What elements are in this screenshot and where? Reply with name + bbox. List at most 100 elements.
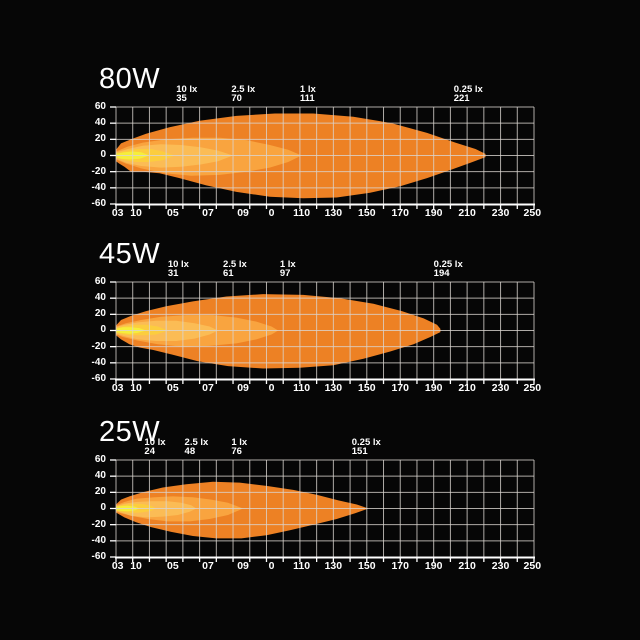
lux-marker-distance: 111 bbox=[299, 92, 315, 104]
y-axis-label: 0 bbox=[100, 324, 106, 336]
y-axis-label: 60 bbox=[94, 276, 106, 287]
x-axis-label: 0 bbox=[268, 207, 275, 219]
beam-zone-10-lx bbox=[116, 503, 157, 513]
y-axis-label: -40 bbox=[91, 534, 106, 546]
y-axis-label: 20 bbox=[94, 486, 106, 498]
y-axis-label: 40 bbox=[94, 292, 106, 304]
x-axis-label: 07 bbox=[202, 560, 214, 572]
beam-zones bbox=[116, 113, 486, 199]
beam-plot-svg bbox=[110, 281, 535, 384]
lux-marker-level: 0.25 lx bbox=[433, 259, 463, 270]
y-axis-label: -60 bbox=[91, 372, 106, 384]
lux-marker: 10 lx 24 bbox=[144, 438, 165, 457]
x-axis-label: 130 bbox=[324, 207, 343, 219]
x-axis-label: 150 bbox=[358, 560, 376, 572]
beam-zone-1-lx bbox=[116, 315, 279, 347]
lux-marker-level: 10 lx bbox=[176, 84, 198, 95]
x-axis-label: 210 bbox=[458, 207, 476, 219]
beam-plot-svg bbox=[110, 106, 535, 209]
beam-zone-1-lx bbox=[116, 496, 244, 522]
beam-zone-1-lx bbox=[116, 137, 302, 176]
lux-marker: 1 lx 97 bbox=[279, 259, 296, 279]
x-axis-label: 230 bbox=[491, 207, 510, 219]
lux-marker-distance: 35 bbox=[176, 92, 187, 104]
lux-marker: 0.25 lx 221 bbox=[453, 84, 483, 104]
x-axis-label: 05 bbox=[167, 382, 179, 394]
lux-marker: 10 lx 35 bbox=[176, 84, 198, 104]
axes bbox=[110, 459, 535, 562]
x-axis-label: 190 bbox=[424, 207, 443, 219]
x-axis-label: 230 bbox=[491, 382, 510, 394]
x-axis-label: 05 bbox=[167, 560, 179, 572]
chart-title-25w: 25W bbox=[99, 416, 161, 448]
x-axis-label: 110 bbox=[293, 560, 311, 572]
lux-marker-distance: 221 bbox=[453, 92, 470, 104]
beam-zone-hotspot bbox=[116, 151, 150, 160]
x-axis-label: 170 bbox=[391, 560, 409, 572]
lux-marker-level: 2.5 lx bbox=[223, 259, 247, 270]
lux-marker-level: 1 lx bbox=[279, 259, 296, 270]
lux-marker-distance: 48 bbox=[184, 445, 196, 457]
x-axis-label: 210 bbox=[458, 382, 476, 394]
lux-marker-distance: 31 bbox=[167, 267, 179, 279]
x-axis-label: 0 bbox=[268, 382, 275, 394]
lux-marker: 2.5 lx 48 bbox=[184, 438, 209, 457]
lux-marker: 1 lx 76 bbox=[231, 437, 248, 456]
x-axis-label: 10 bbox=[130, 207, 142, 219]
grid bbox=[115, 459, 535, 558]
x-axis-label: 130 bbox=[324, 560, 343, 572]
x-axis-label: 07 bbox=[202, 382, 214, 394]
x-axis-label: 250 bbox=[523, 382, 542, 394]
axes bbox=[110, 281, 535, 384]
lux-marker-level: 0.25 lx bbox=[351, 437, 381, 448]
lux-marker-distance: 24 bbox=[144, 445, 155, 457]
lux-marker-level: 2.5 lx bbox=[231, 84, 256, 95]
x-axis-label: 190 bbox=[424, 382, 443, 394]
x-axis-label: 110 bbox=[293, 382, 311, 394]
beam-zone-0-25-lx bbox=[116, 481, 369, 539]
y-axis-label: 0 bbox=[100, 502, 106, 514]
x-axis-label: 110 bbox=[293, 207, 311, 219]
beam-zone-0-25-lx bbox=[116, 294, 441, 369]
lux-marker-distance: 61 bbox=[223, 267, 234, 279]
y-axis-label: 40 bbox=[94, 470, 106, 482]
lux-marker-distance: 151 bbox=[351, 445, 368, 457]
lux-marker-distance: 97 bbox=[279, 267, 291, 279]
y-axis-label: 20 bbox=[94, 133, 106, 145]
x-axis-label: 230 bbox=[491, 560, 510, 572]
y-axis-label: 60 bbox=[94, 454, 106, 465]
x-axis-label: 03 bbox=[111, 382, 124, 394]
grid bbox=[115, 106, 535, 205]
y-axis-label: 20 bbox=[94, 308, 106, 320]
x-axis-label: 130 bbox=[324, 382, 343, 394]
x-axis-label: 190 bbox=[424, 560, 443, 572]
y-axis-label: -40 bbox=[91, 181, 106, 193]
y-axis-label: -20 bbox=[91, 340, 106, 352]
y-axis-label: -40 bbox=[91, 356, 106, 368]
y-axis-label: 60 bbox=[94, 101, 106, 112]
lux-marker: 10 lx 31 bbox=[167, 260, 189, 279]
beam-zone-hotspot bbox=[116, 505, 140, 512]
beam-zones bbox=[116, 294, 441, 369]
beam-zone-2-5-lx bbox=[116, 320, 218, 341]
x-axis-label: 03 bbox=[111, 207, 124, 219]
lux-marker: 1 lx 111 bbox=[299, 84, 316, 104]
beam-zone-hotspot bbox=[116, 327, 147, 334]
x-axis-label: 250 bbox=[523, 207, 542, 219]
x-axis-label: 09 bbox=[237, 207, 249, 219]
lux-marker-level: 1 lx bbox=[231, 437, 248, 448]
lux-marker-level: 0.25 lx bbox=[453, 84, 483, 95]
beam-zone-2-5-lx bbox=[116, 144, 233, 168]
y-axis-label: 40 bbox=[94, 117, 106, 129]
lux-marker-level: 1 lx bbox=[299, 84, 316, 95]
x-axis-label: 05 bbox=[167, 207, 179, 219]
beam-plot-svg bbox=[110, 459, 535, 562]
beam-zone-0-25-lx bbox=[116, 113, 486, 199]
y-axis-label: -20 bbox=[91, 518, 106, 530]
x-axis-label: 210 bbox=[458, 560, 476, 572]
x-axis-label: 09 bbox=[237, 560, 249, 572]
beam-zone-2-5-lx bbox=[116, 501, 197, 518]
